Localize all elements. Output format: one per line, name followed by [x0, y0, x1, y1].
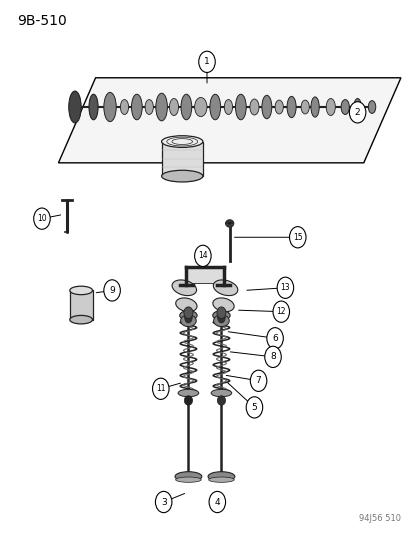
Polygon shape: [172, 280, 196, 296]
Polygon shape: [212, 298, 234, 312]
Ellipse shape: [286, 96, 295, 118]
Ellipse shape: [155, 93, 167, 121]
Ellipse shape: [120, 100, 128, 115]
Polygon shape: [186, 266, 223, 284]
Ellipse shape: [175, 477, 201, 482]
Text: 3: 3: [160, 497, 166, 506]
Ellipse shape: [249, 99, 259, 115]
Circle shape: [104, 280, 120, 301]
Ellipse shape: [89, 94, 98, 120]
Text: 1: 1: [204, 58, 209, 66]
Circle shape: [198, 51, 215, 72]
Ellipse shape: [69, 91, 81, 123]
Circle shape: [209, 491, 225, 513]
Polygon shape: [58, 78, 400, 163]
Circle shape: [276, 277, 293, 298]
Ellipse shape: [216, 307, 225, 319]
Ellipse shape: [274, 100, 282, 114]
Ellipse shape: [368, 101, 375, 114]
Ellipse shape: [184, 312, 192, 323]
Text: 9: 9: [109, 286, 115, 295]
Ellipse shape: [310, 97, 318, 117]
Polygon shape: [213, 280, 237, 296]
Ellipse shape: [353, 99, 361, 116]
Text: 14: 14: [197, 252, 207, 260]
Text: 9B-510: 9B-510: [17, 14, 67, 28]
Ellipse shape: [225, 220, 233, 227]
Circle shape: [266, 328, 282, 349]
Ellipse shape: [161, 170, 202, 182]
Ellipse shape: [70, 316, 92, 324]
Ellipse shape: [300, 100, 309, 114]
Ellipse shape: [212, 311, 230, 320]
Circle shape: [264, 346, 280, 368]
Ellipse shape: [183, 307, 192, 319]
Circle shape: [289, 227, 305, 248]
Ellipse shape: [261, 95, 271, 119]
Ellipse shape: [161, 136, 202, 148]
Circle shape: [272, 301, 289, 322]
Ellipse shape: [224, 100, 232, 115]
Ellipse shape: [208, 477, 234, 482]
Ellipse shape: [184, 395, 192, 405]
Ellipse shape: [180, 94, 191, 120]
Ellipse shape: [104, 92, 116, 122]
Ellipse shape: [179, 311, 197, 320]
Circle shape: [246, 397, 262, 418]
Ellipse shape: [145, 100, 153, 115]
Circle shape: [155, 491, 171, 513]
Text: 94J56 510: 94J56 510: [358, 514, 400, 523]
Text: 6: 6: [272, 334, 277, 343]
Bar: [70, 290, 92, 320]
Text: 8: 8: [270, 352, 275, 361]
Text: 5: 5: [251, 403, 257, 412]
Circle shape: [194, 245, 211, 266]
Circle shape: [152, 378, 169, 399]
Ellipse shape: [211, 389, 231, 397]
Text: 2: 2: [354, 108, 360, 117]
Ellipse shape: [340, 100, 349, 115]
Text: 7: 7: [255, 376, 261, 385]
Ellipse shape: [217, 312, 225, 323]
Text: 11: 11: [156, 384, 165, 393]
Polygon shape: [175, 298, 197, 312]
Text: 10: 10: [37, 214, 47, 223]
Bar: [161, 142, 202, 176]
Ellipse shape: [207, 472, 234, 481]
Ellipse shape: [175, 472, 202, 481]
Text: 13: 13: [280, 283, 290, 292]
Circle shape: [33, 208, 50, 229]
Ellipse shape: [70, 286, 92, 295]
Text: 15: 15: [292, 233, 302, 242]
Ellipse shape: [131, 94, 142, 120]
Ellipse shape: [180, 315, 196, 327]
Ellipse shape: [235, 94, 246, 120]
Ellipse shape: [178, 389, 198, 397]
Text: 12: 12: [276, 307, 285, 316]
Text: 4: 4: [214, 497, 220, 506]
Ellipse shape: [217, 395, 225, 405]
Ellipse shape: [194, 98, 206, 117]
Ellipse shape: [213, 315, 229, 327]
Ellipse shape: [325, 99, 335, 116]
Circle shape: [349, 102, 365, 123]
Ellipse shape: [169, 99, 178, 116]
Ellipse shape: [209, 94, 220, 120]
Circle shape: [250, 370, 266, 391]
